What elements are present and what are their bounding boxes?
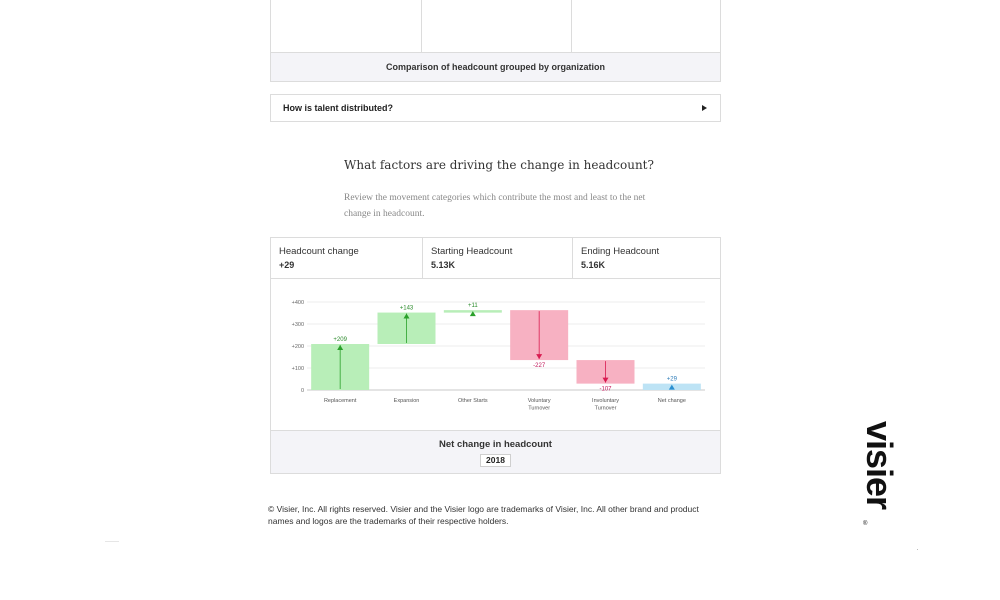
- y-tick-label: 0: [301, 388, 304, 394]
- waterfall-chart: +400 +300 +200 +100 0 +209 Replacement +143 Expa…: [292, 300, 705, 412]
- bar-arrow-head: [403, 313, 410, 319]
- bar-arrow-head: [668, 384, 675, 390]
- metric-value: +29: [279, 260, 295, 270]
- x-category-label: Turnover: [528, 406, 550, 412]
- copyright-notice: © Visier, Inc. All rights reserved. Visi…: [268, 504, 699, 526]
- y-tick-label: +300: [292, 322, 304, 328]
- bar-arrow-head: [337, 345, 344, 351]
- y-tick-label: +200: [292, 344, 304, 350]
- metric-value: 5.13K: [431, 260, 456, 270]
- metric-label: Headcount change: [279, 246, 359, 257]
- data-label: +29: [667, 377, 678, 383]
- chart-caption: Net change in headcount: [439, 439, 552, 450]
- y-tick-label: +400: [292, 300, 304, 306]
- headcount-waterfall-card: Headcount change +29 Starting Headcount …: [270, 237, 721, 474]
- metric-value: 5.16K: [581, 260, 606, 270]
- expand-arrow-icon[interactable]: [702, 105, 707, 111]
- logo-wordmark: visier: [859, 420, 900, 509]
- metric-headcount-change: Headcount change +29: [271, 238, 422, 278]
- year-badge[interactable]: 2018: [480, 454, 511, 467]
- metric-label: Ending Headcount: [581, 246, 660, 257]
- section-title: What factors are driving the change in h…: [344, 158, 654, 172]
- visier-logo: visier ®: [859, 402, 900, 527]
- x-category-label: Involuntary: [592, 398, 619, 404]
- bar-arrow-head: [536, 354, 543, 360]
- data-label: -107: [599, 387, 612, 393]
- org-comparison-columns: [271, 0, 720, 53]
- x-category-label: Net change: [658, 398, 686, 404]
- metric-ending-headcount: Ending Headcount 5.16K: [572, 238, 722, 278]
- registered-mark: ®: [863, 521, 868, 527]
- metrics-row: Headcount change +29 Starting Headcount …: [271, 238, 720, 279]
- x-category-label: Expansion: [394, 398, 420, 404]
- bar-arrow-head: [602, 377, 609, 383]
- metric-starting-headcount: Starting Headcount 5.13K: [422, 238, 572, 278]
- accordion-label: How is talent distributed?: [283, 103, 394, 113]
- y-tick-label: +100: [292, 366, 304, 372]
- talent-distribution-accordion[interactable]: How is talent distributed?: [270, 94, 721, 122]
- x-category-label: Other Starts: [458, 398, 488, 404]
- metric-label: Starting Headcount: [431, 246, 513, 257]
- org-comparison-card: Comparison of headcount grouped by organ…: [270, 0, 721, 82]
- chart-footer: Net change in headcount 2018: [271, 430, 720, 473]
- column-divider: [571, 0, 572, 52]
- decorative-divider: [105, 541, 119, 542]
- decorative-dot: [917, 549, 918, 550]
- data-label: -227: [533, 363, 546, 369]
- data-label: +209: [333, 337, 347, 343]
- bar-arrow-head: [469, 311, 476, 317]
- data-label: +143: [400, 306, 414, 312]
- x-category-label: Voluntary: [528, 398, 551, 404]
- column-divider: [421, 0, 422, 52]
- x-category-label: Turnover: [595, 406, 617, 412]
- x-category-label: Replacement: [324, 398, 357, 404]
- data-label: +11: [468, 303, 478, 309]
- section-description: Review the movement categories which con…: [344, 193, 646, 219]
- org-comparison-caption: Comparison of headcount grouped by organ…: [271, 53, 720, 81]
